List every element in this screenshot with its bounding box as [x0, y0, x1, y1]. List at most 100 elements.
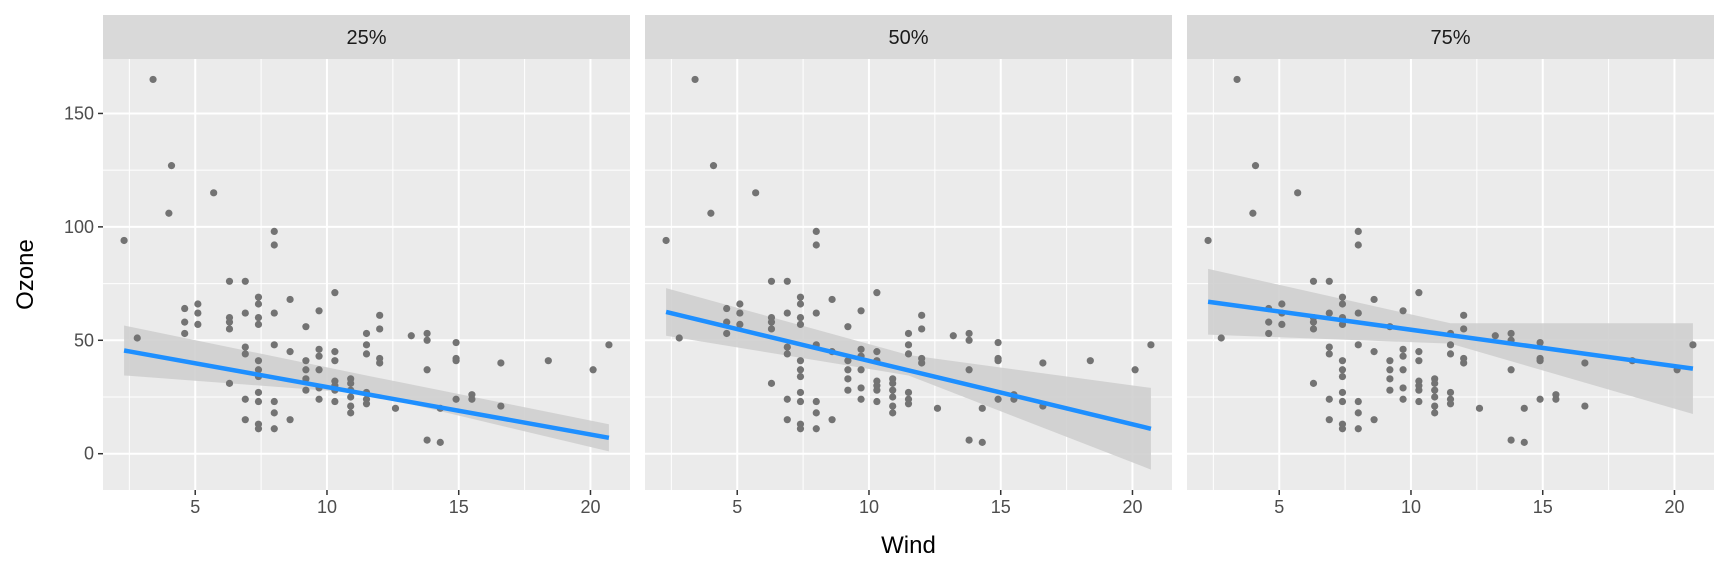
data-point — [241, 277, 249, 285]
x-tick-label: 15 — [991, 497, 1011, 517]
facet-strip-label: 50% — [888, 27, 928, 49]
data-point — [873, 348, 881, 356]
y-tick-label: 150 — [64, 103, 94, 123]
data-point — [844, 375, 852, 383]
data-point — [1431, 402, 1439, 410]
data-point — [497, 402, 505, 410]
data-point — [965, 366, 973, 374]
data-point — [331, 357, 339, 365]
facet-panel-3: 75% 5 10 15 20 — [1187, 15, 1714, 517]
data-point — [918, 325, 926, 333]
data-point — [452, 338, 460, 347]
data-point — [1581, 402, 1589, 410]
data-point — [1251, 162, 1260, 170]
data-point — [1536, 395, 1544, 403]
data-point — [1415, 289, 1423, 297]
data-point — [828, 416, 836, 424]
data-point — [965, 436, 973, 444]
x-tick-label: 20 — [1664, 497, 1684, 517]
regression-line — [665, 309, 1152, 431]
data-point — [1507, 329, 1515, 338]
data-point — [241, 395, 249, 403]
data-point — [1338, 425, 1347, 433]
data-point — [796, 388, 805, 397]
data-point — [315, 307, 323, 315]
data-point — [241, 309, 249, 317]
data-point — [270, 309, 278, 317]
data-point — [452, 357, 460, 365]
panel-background — [1187, 59, 1714, 490]
facet-strip — [645, 15, 1172, 59]
data-point — [270, 227, 278, 235]
data-point — [225, 379, 234, 387]
data-point — [828, 295, 836, 304]
y-tick-label: 100 — [64, 217, 94, 237]
data-point — [723, 304, 731, 313]
data-point — [315, 366, 323, 374]
data-point — [904, 400, 913, 408]
data-point — [225, 277, 234, 285]
y-axis-title: Ozone — [12, 239, 39, 310]
data-point — [1415, 348, 1423, 356]
x-tick-label: 10 — [859, 497, 879, 517]
data-point — [1520, 404, 1528, 412]
data-point — [1131, 366, 1139, 374]
y-tick-label: 50 — [74, 330, 94, 350]
x-tick-label: 10 — [1401, 497, 1421, 517]
x-axis-title: Wind — [881, 532, 936, 559]
data-point — [783, 277, 791, 285]
data-point — [1415, 386, 1423, 394]
facet-strip-label: 25% — [346, 27, 386, 49]
data-point — [857, 307, 865, 315]
data-point — [1265, 329, 1273, 338]
data-point — [1386, 366, 1394, 374]
data-point — [994, 357, 1002, 365]
x-tick-label: 15 — [1533, 497, 1553, 517]
data-point — [736, 309, 744, 317]
data-point — [1399, 352, 1407, 360]
data-point — [362, 341, 371, 349]
data-point — [796, 320, 805, 329]
data-point — [857, 384, 865, 392]
data-point — [723, 329, 731, 338]
data-point — [286, 348, 294, 356]
data-point — [889, 386, 897, 394]
confidence-band — [666, 288, 1151, 470]
data-point — [1536, 338, 1544, 347]
data-point — [254, 397, 263, 406]
data-point — [302, 323, 310, 331]
data-point — [407, 332, 415, 340]
data-point — [1446, 400, 1455, 408]
data-point — [796, 425, 805, 433]
data-point — [1581, 359, 1589, 367]
facet-panel-2: 50% 5 10 15 20 — [645, 15, 1172, 517]
facet-panel-1: 25% 5 10 15 20 — [103, 15, 630, 517]
data-point — [1399, 307, 1407, 315]
data-point — [423, 336, 431, 344]
data-point — [796, 366, 805, 374]
data-point — [904, 388, 913, 397]
data-point — [978, 404, 986, 412]
data-point — [889, 402, 897, 410]
data-point — [1338, 357, 1347, 365]
data-point — [347, 393, 355, 401]
data-point — [1325, 343, 1333, 351]
data-point — [1386, 386, 1394, 394]
data-point — [994, 395, 1002, 403]
data-point — [1354, 341, 1362, 349]
data-point — [1386, 357, 1394, 365]
data-point — [1370, 348, 1378, 356]
data-point — [362, 329, 371, 338]
data-point — [544, 357, 552, 365]
data-point — [254, 314, 263, 322]
data-point — [796, 357, 805, 365]
data-point — [1460, 311, 1468, 319]
data-point — [347, 379, 355, 387]
facet-strip — [103, 15, 630, 59]
data-point — [904, 329, 913, 338]
data-point — [1204, 236, 1212, 245]
data-point — [1431, 379, 1439, 387]
data-point — [1446, 388, 1455, 397]
data-point — [1536, 357, 1544, 365]
data-point — [270, 397, 278, 406]
